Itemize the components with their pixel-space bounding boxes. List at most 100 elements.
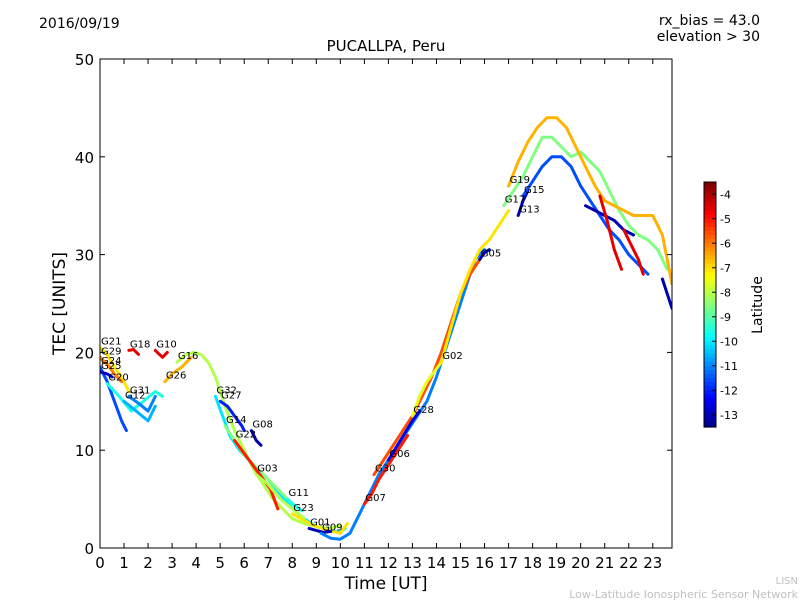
series-line: [105, 382, 164, 413]
series-label: G07: [365, 493, 385, 504]
x-tick-label: 16: [475, 554, 494, 572]
colorbar-segment: [704, 316, 716, 322]
colorbar-segment: [704, 280, 716, 285]
colorbar-segment: [704, 259, 716, 265]
colorbar-tick-label: -10: [720, 335, 738, 348]
y-tick-label: 50: [75, 51, 94, 69]
series-line: [507, 116, 672, 286]
series-label: G16: [178, 351, 198, 362]
colorbar-segment: [704, 324, 716, 330]
colorbar-segment: [704, 284, 716, 289]
x-tick-label: 11: [355, 554, 374, 572]
colorbar-segment: [704, 386, 716, 391]
x-tick-label: 13: [403, 554, 422, 572]
series-label: G23: [293, 503, 313, 514]
colorbar-segment: [704, 194, 716, 199]
y-tick-label: 30: [75, 247, 94, 265]
colorbar-segment: [704, 406, 716, 412]
colorbar-segment: [704, 341, 716, 346]
colorbar-segment: [704, 353, 716, 359]
series-label: G01: [310, 517, 330, 528]
x-tick-label: 18: [523, 554, 542, 572]
series-line: [218, 399, 246, 433]
colorbar-segment: [704, 235, 716, 240]
series-line: [307, 526, 333, 534]
series-label: G28: [413, 405, 433, 416]
series-line: [660, 277, 672, 310]
colorbar-segment: [704, 373, 716, 379]
plot-frame: [99, 58, 673, 549]
colorbar-segment: [704, 390, 716, 395]
series-label: G02: [442, 351, 462, 362]
colorbar: -4 -5 -6 -7 -8 -9 -10 -11 -12 -13: [703, 181, 738, 428]
credit-network: Low-Latitude Ionospheric Sensor Network: [569, 588, 798, 601]
colorbar-segment: [704, 361, 716, 367]
colorbar-segment: [704, 271, 716, 277]
series-label: G11: [288, 488, 308, 499]
series-line: [622, 228, 645, 276]
x-tick-label: 2: [143, 554, 153, 572]
series-label: G06: [389, 449, 409, 460]
colorbar-segment: [704, 394, 716, 400]
series-label: G15: [524, 185, 544, 196]
series-line: [100, 365, 128, 433]
series-label: G30: [375, 464, 395, 475]
colorbar-segment: [704, 345, 716, 351]
y-tick-label: 0: [84, 540, 94, 558]
series-line: [502, 135, 669, 271]
x-tick-label: 17: [499, 554, 518, 572]
colorbar-segment: [704, 186, 716, 191]
series-lines: [100, 116, 672, 541]
series-line: [478, 248, 491, 261]
series-line: [127, 348, 140, 356]
colorbar-segment: [704, 182, 716, 187]
x-tick-label: 7: [263, 554, 273, 572]
colorbar-segment: [704, 239, 716, 244]
colorbar-segment: [704, 243, 716, 248]
series-label: G17: [505, 195, 525, 206]
colorbar-segment: [704, 398, 716, 404]
colorbar-tick-label: -12: [720, 384, 738, 397]
colorbar-segment: [704, 414, 716, 420]
series-label: G18: [130, 339, 150, 350]
colorbar-segment: [704, 422, 716, 428]
colorbar-segment: [704, 198, 716, 204]
colorbar-segment: [704, 267, 716, 273]
colorbar-tick-label: -4: [720, 188, 731, 201]
colorbar-segment: [704, 369, 716, 375]
series-line: [175, 350, 342, 530]
y-tick-label: 20: [75, 344, 94, 362]
colorbar-segment: [704, 214, 716, 220]
x-tick-label: 22: [619, 554, 638, 572]
x-tick-label: 20: [571, 554, 590, 572]
colorbar-tick-label: -5: [720, 213, 731, 226]
series-label: G27: [221, 390, 241, 401]
series-label: G21: [101, 337, 121, 348]
series-label: G19: [510, 175, 530, 186]
colorbar-segment: [704, 357, 716, 363]
colorbar-segment: [704, 251, 716, 257]
series-line: [439, 209, 511, 364]
colorbar-segment: [704, 190, 716, 195]
colorbar-segment: [704, 206, 716, 212]
colorbar-segment: [704, 349, 716, 355]
series-label: G10: [156, 339, 176, 350]
colorbar-segment: [704, 333, 716, 338]
series-label: G13: [519, 204, 539, 215]
series-line: [516, 189, 530, 217]
colorbar-segment: [704, 231, 716, 236]
colorbar-segment: [704, 263, 716, 269]
colorbar-segment: [704, 226, 716, 232]
x-tick-label: 5: [215, 554, 225, 572]
series-label: G14: [226, 415, 246, 426]
credit-lisn: LISN: [775, 576, 798, 587]
series-line: [100, 370, 114, 379]
colorbar-segment: [704, 337, 716, 342]
colorbar-segment: [704, 300, 716, 306]
series-line: [410, 360, 443, 418]
series-line: [153, 348, 169, 359]
colorbar-segment: [704, 288, 716, 293]
colorbar-segment: [704, 308, 716, 314]
colorbar-segment: [704, 320, 716, 326]
